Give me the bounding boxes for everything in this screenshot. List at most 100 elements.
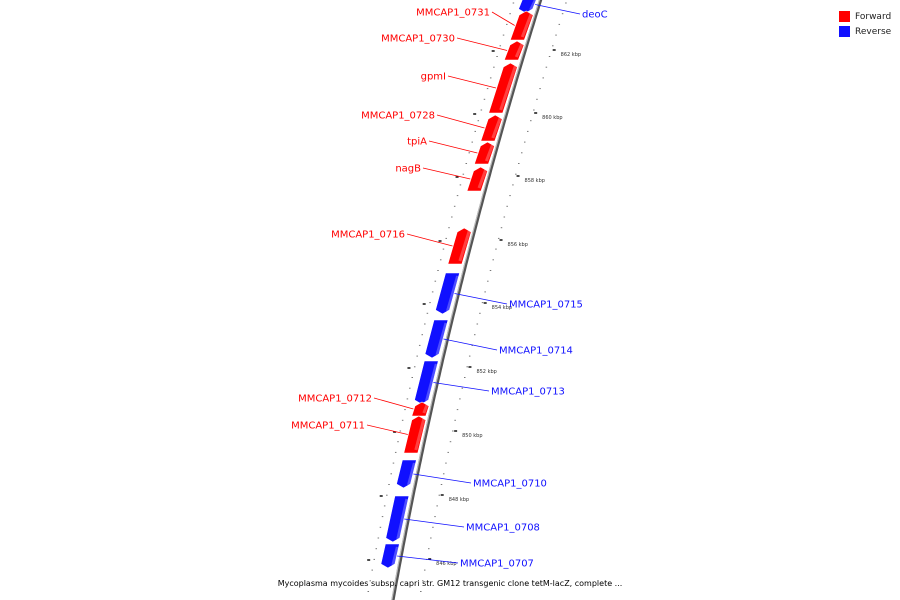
gene-mmcap1-0710[interactable]: MMCAP1_0710 [396, 459, 547, 490]
legend-reverse-label: Reverse [855, 26, 892, 37]
legend-forward-label: Forward [855, 11, 892, 22]
gene-arrow[interactable] [435, 272, 460, 315]
gene-label: MMCAP1_0711 [291, 421, 365, 432]
kbp-tick-label: 854 kbp [492, 305, 512, 311]
gene-leader-line [456, 37, 508, 51]
gene-label: MMCAP1_0728 [361, 111, 435, 122]
legend: Forward Reverse [839, 9, 891, 39]
gene-arrow[interactable] [488, 62, 518, 114]
gene-leader-line [433, 382, 490, 392]
kbp-tick-label: 860 kbp [542, 115, 562, 121]
gene-leader-line [447, 75, 497, 89]
sequence-title: Mycoplasma mycoides subsp. capri str. GM… [277, 579, 623, 588]
gene-arrow[interactable] [473, 141, 495, 165]
backbone-line [391, 0, 543, 600]
gene-arrow-shade [425, 363, 438, 402]
gene-arrow-shade [435, 322, 448, 356]
kbp-tick-label: 856 kbp [508, 242, 528, 248]
gene-arrow-shade [446, 275, 460, 312]
gene-leader-line [406, 233, 453, 247]
gene-arrow-shade [407, 462, 416, 486]
gene-arrow-shade [477, 169, 488, 189]
gene-arrow-shade [458, 230, 471, 262]
gene-label: tpiA [407, 137, 427, 148]
gene-tpia[interactable]: tpiA [407, 137, 495, 165]
gene-arrow-shade [514, 43, 524, 58]
gene-mmcap1-0707[interactable]: MMCAP1_0707 [380, 543, 534, 570]
gene-leader-line [443, 338, 498, 351]
gene-leader-line [436, 114, 485, 129]
gene-arrow[interactable] [503, 40, 525, 61]
gene-leader-line [535, 4, 581, 15]
gene-arrow[interactable] [380, 543, 400, 569]
gene-mmcap1-0712[interactable]: MMCAP1_0712 [298, 394, 430, 417]
backbone [391, 0, 543, 600]
legend-reverse-swatch [839, 26, 850, 37]
gene-arrow-shade [484, 144, 494, 162]
gene-leader-line [428, 140, 478, 154]
gene-arrow[interactable] [385, 495, 410, 543]
kbp-tick-label: 858 kbp [525, 178, 545, 184]
gene-label: MMCAP1_0708 [466, 523, 540, 534]
gene-label: MMCAP1_0730 [381, 34, 455, 45]
scale-rungs [367, 2, 567, 592]
gene-arrow[interactable] [403, 415, 427, 454]
genes: deoC MMCAP1_0731 MMCAP1_0730 gpmI MMCAP1_072… [291, 0, 608, 570]
gene-mmcap1-0731[interactable]: MMCAP1_0731 [416, 8, 534, 41]
gene-arrow[interactable] [411, 401, 430, 417]
gene-mmcap1-0708[interactable]: MMCAP1_0708 [385, 495, 540, 543]
backbone-highlight [391, 0, 541, 600]
gene-arrow-shade [414, 418, 426, 451]
gene-label: MMCAP1_0731 [416, 8, 490, 19]
gene-leader-line [413, 473, 472, 484]
gene-label: MMCAP1_0710 [473, 479, 547, 490]
gene-arrow-shade [391, 546, 399, 566]
legend-reverse: Reverse [839, 24, 891, 39]
gene-label: MMCAP1_0712 [298, 394, 372, 405]
kbp-tick-label: 862 kbp [561, 52, 581, 58]
gene-arrow-shade [529, 0, 537, 11]
gene-mmcap1-0730[interactable]: MMCAP1_0730 [381, 34, 525, 61]
gene-gpmi[interactable]: gpmI [421, 62, 518, 114]
gene-arrow[interactable] [509, 10, 534, 41]
gene-arrow[interactable] [414, 360, 439, 405]
gene-arrow[interactable] [480, 114, 503, 142]
kbp-tick-label: 848 kbp [449, 497, 469, 503]
gene-nagb[interactable]: nagB [395, 164, 488, 192]
gene-leader-line [454, 293, 508, 305]
gene-mmcap1-0728[interactable]: MMCAP1_0728 [361, 111, 503, 142]
gene-mmcap1-0716[interactable]: MMCAP1_0716 [331, 227, 472, 265]
gene-leader-line [422, 167, 471, 180]
gene-label: MMCAP1_0716 [331, 230, 405, 241]
gene-leader-line [397, 555, 459, 564]
gene-arrow[interactable] [424, 319, 449, 359]
gene-arrow[interactable] [518, 0, 538, 14]
gene-arrow-shade [491, 117, 502, 139]
gene-label: nagB [395, 164, 421, 175]
gene-mmcap1-0715[interactable]: MMCAP1_0715 [435, 272, 583, 315]
gene-arrow[interactable] [396, 459, 417, 489]
gene-label: deoC [582, 10, 608, 21]
gene-arrow[interactable] [466, 166, 488, 192]
gene-mmcap1-0714[interactable]: MMCAP1_0714 [424, 319, 573, 359]
gene-arrow[interactable] [447, 227, 472, 265]
kbp-tick-label: 852 kbp [476, 369, 496, 375]
gene-label: MMCAP1_0715 [509, 300, 583, 311]
gene-label: gpmI [421, 72, 446, 83]
gene-leader-line [366, 424, 408, 435]
gene-leader-line [491, 11, 515, 26]
gene-label: MMCAP1_0714 [499, 346, 573, 357]
legend-forward: Forward [839, 9, 891, 24]
gene-leader-line [373, 397, 414, 410]
kbp-tick-label: 846 kbp [436, 561, 456, 567]
gene-deoc[interactable]: deoC [518, 0, 608, 21]
gene-arrow-shade [520, 13, 533, 38]
gene-mmcap1-0713[interactable]: MMCAP1_0713 [414, 360, 565, 405]
kbp-ticks: 862 kbp 860 kbp 858 kbp 856 kbp 854 kbp 852 k… [367, 49, 581, 567]
gene-leader-line [404, 518, 465, 528]
gene-arrow-shade [396, 498, 409, 540]
gene-mmcap1-0711[interactable]: MMCAP1_0711 [291, 415, 427, 454]
gene-label: MMCAP1_0707 [460, 559, 534, 570]
kbp-tick-label: 850 kbp [462, 433, 482, 439]
